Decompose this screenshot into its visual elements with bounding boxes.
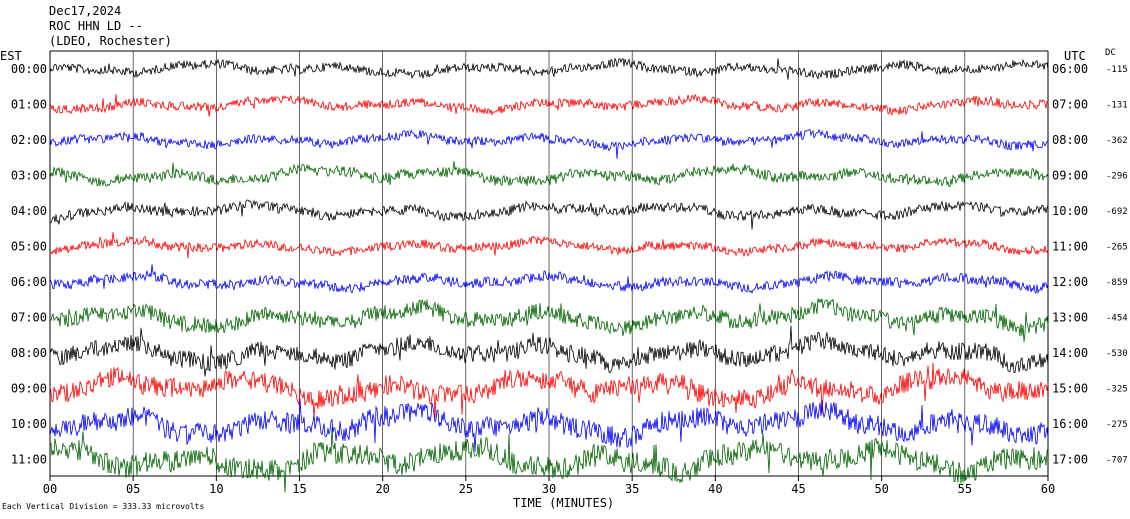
dc-label-0100: -131	[1106, 101, 1128, 111]
trace-0400	[49, 199, 1049, 230]
est-label-0400: 04:00	[11, 204, 47, 218]
dc-label-0600: -859	[1106, 278, 1128, 288]
est-label-1100: 11:00	[11, 453, 47, 467]
est-label-0300: 03:00	[11, 169, 47, 183]
utc-label-1400: 14:00	[1052, 346, 1088, 360]
trace-0600	[49, 264, 1049, 295]
dc-label-0700: -454	[1106, 314, 1128, 324]
x-tick-label-35: 35	[625, 482, 639, 496]
utc-label-1500: 15:00	[1052, 382, 1088, 396]
x-tick-label-60: 60	[1041, 482, 1055, 496]
x-tick-label-10: 10	[209, 482, 223, 496]
dc-label-0900: -325	[1106, 385, 1128, 395]
utc-label-1200: 12:00	[1052, 275, 1088, 289]
x-tick-label-15: 15	[292, 482, 306, 496]
utc-axis-title: UTC	[1064, 49, 1086, 63]
x-tick-label-20: 20	[375, 482, 389, 496]
dc-label-1000: -275	[1106, 420, 1128, 430]
est-axis-title: EST	[0, 49, 22, 63]
utc-label-0800: 08:00	[1052, 133, 1088, 147]
x-tick-label-40: 40	[708, 482, 722, 496]
trace-0700	[49, 298, 1049, 343]
trace-0800	[49, 325, 1049, 377]
scale-note: Each Vertical Division = 333.33 microvol…	[2, 502, 205, 511]
x-tick-label-45: 45	[791, 482, 805, 496]
dc-label-0200: -362	[1106, 136, 1128, 146]
utc-label-0900: 09:00	[1052, 169, 1088, 183]
dc-label-0300: -296	[1106, 172, 1128, 182]
dc-label-0000: -115	[1106, 65, 1128, 75]
est-label-0000: 00:00	[11, 62, 47, 76]
dc-label-0500: -265	[1106, 243, 1128, 253]
dc-label-0800: -530	[1106, 349, 1128, 359]
trace-0900	[49, 362, 1049, 418]
utc-label-1100: 11:00	[1052, 240, 1088, 254]
utc-label-1700: 17:00	[1052, 453, 1088, 467]
x-axis-label: TIME (MINUTES)	[513, 496, 615, 510]
chart-date: Dec17,2024	[49, 4, 122, 18]
station-code: ROC HHN LD --	[49, 19, 143, 33]
trace-0000	[49, 57, 1049, 80]
trace-0200	[49, 128, 1049, 159]
utc-label-1300: 13:00	[1052, 311, 1088, 325]
dc-label-1100: -707	[1106, 456, 1128, 466]
station-network: (LDEO, Rochester)	[49, 34, 172, 48]
x-tick-label-25: 25	[459, 482, 473, 496]
trace-1000	[49, 398, 1049, 452]
x-tick-label-5: 05	[126, 482, 140, 496]
utc-label-1600: 16:00	[1052, 417, 1088, 431]
utc-label-0700: 07:00	[1052, 98, 1088, 112]
est-label-1000: 10:00	[11, 417, 47, 431]
x-tick-label-30: 30	[542, 482, 556, 496]
est-label-0600: 06:00	[11, 275, 47, 289]
dc-column-title: DC	[1105, 48, 1116, 58]
est-label-0500: 05:00	[11, 240, 47, 254]
x-tick-label-0: 00	[43, 482, 57, 496]
est-label-0200: 02:00	[11, 133, 47, 147]
x-tick-label-55: 55	[958, 482, 972, 496]
est-label-0900: 09:00	[11, 382, 47, 396]
trace-0100	[49, 93, 1049, 117]
est-label-0800: 08:00	[11, 346, 47, 360]
utc-label-0600: 06:00	[1052, 62, 1088, 76]
est-label-0700: 07:00	[11, 311, 47, 325]
utc-label-1000: 10:00	[1052, 204, 1088, 218]
est-label-0100: 01:00	[11, 98, 47, 112]
trace-1100	[49, 427, 1049, 493]
x-tick-label-50: 50	[874, 482, 888, 496]
trace-0500	[49, 232, 1049, 259]
dc-label-0400: -692	[1106, 207, 1128, 217]
trace-0300	[49, 161, 1049, 188]
